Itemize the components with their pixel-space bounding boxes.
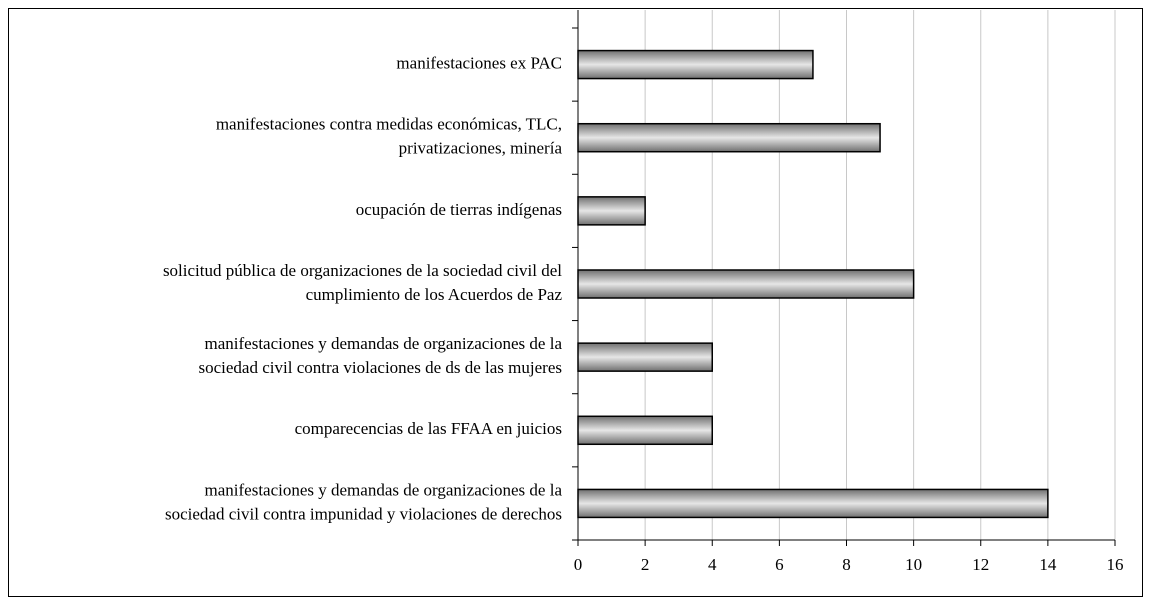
x-tick-label: 14 — [1039, 555, 1057, 574]
y-tick-label: manifestaciones contra medidas económica… — [216, 115, 562, 134]
bar — [577, 415, 713, 446]
bar — [577, 196, 646, 226]
y-tick-label: manifestaciones ex PAC — [396, 53, 562, 72]
x-tick-label: 12 — [972, 555, 989, 574]
y-tick-label: sociedad civil contra violaciones de ds … — [199, 358, 563, 377]
y-tick-label: ocupación de tierras indígenas — [356, 200, 562, 219]
x-tick-label: 10 — [905, 555, 922, 574]
y-tick-label: manifestaciones y demandas de organizaci… — [205, 334, 563, 353]
x-tick-label: 6 — [775, 555, 784, 574]
y-tick-label: solicitud pública de organizaciones de l… — [163, 261, 562, 280]
x-tick-label: 0 — [574, 555, 583, 574]
x-tick-label: 16 — [1107, 555, 1124, 574]
y-tick-label: privatizaciones, minería — [399, 139, 563, 158]
y-tick-label: comparecencias de las FFAA en juicios — [295, 419, 562, 438]
bar — [577, 122, 881, 153]
x-tick-label: 4 — [708, 555, 717, 574]
x-tick-label: 8 — [842, 555, 851, 574]
y-tick-label: manifestaciones y demandas de organizaci… — [205, 480, 563, 499]
bar — [577, 488, 1049, 519]
y-tick-label: sociedad civil contra impunidad y violac… — [165, 504, 562, 523]
bar — [577, 49, 814, 80]
bar — [577, 269, 915, 299]
y-tick-label: cumplimiento de los Acuerdos de Paz — [306, 285, 563, 304]
x-tick-label: 2 — [641, 555, 650, 574]
bar — [577, 342, 713, 372]
